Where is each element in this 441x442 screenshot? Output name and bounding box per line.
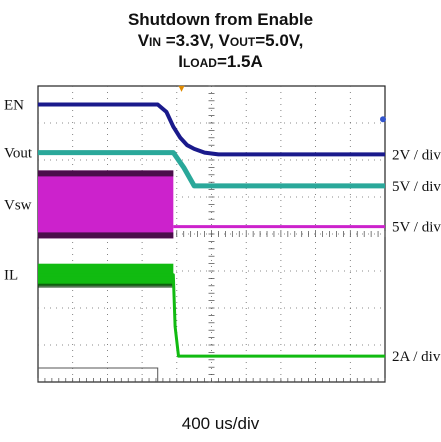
series-name-label: EN (4, 98, 24, 114)
series-scale-label: 5V / div (392, 220, 441, 236)
timebase-window-marker (38, 367, 159, 382)
trigger-marker: ▾ (179, 81, 185, 95)
vsw-band-bottom (38, 232, 174, 239)
il-band-shadow (38, 283, 174, 288)
series-line-il (38, 273, 385, 358)
series-name-label: Vout (4, 146, 33, 162)
chart-subtitle-load: ILOAD=1.5A (178, 52, 263, 71)
series-scale-label: 2A / div (392, 349, 441, 365)
series-line-en (38, 102, 385, 157)
x-axis-label: 400 us/div (181, 414, 260, 433)
vsw-switching-band (38, 170, 174, 239)
cursor-marker (380, 116, 386, 123)
series-name-label: IL (4, 268, 18, 284)
vsw-band-top (38, 170, 174, 177)
series-line-vout (38, 150, 385, 189)
series-scale-label: 5V / div (392, 179, 441, 195)
chart-title: Shutdown from Enable (127, 10, 314, 29)
series-scale-label: 2V / div (392, 147, 441, 163)
series-name-label: Vsw (4, 197, 32, 213)
chart-subtitle-conditions: VIN =3.3V, VOUT=5.0V, (137, 31, 304, 50)
